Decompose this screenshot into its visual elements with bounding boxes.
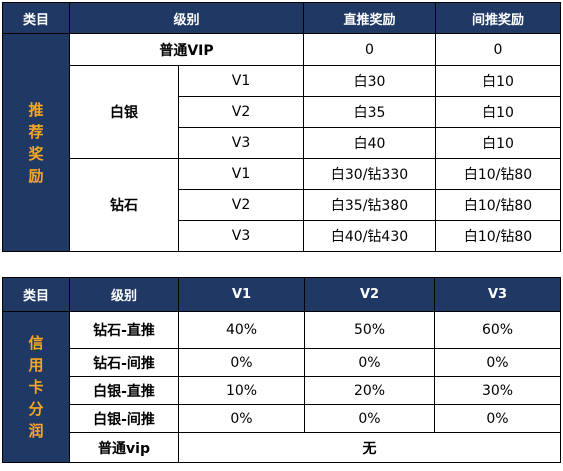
table-header-row: 类目 级别 V1 V2 V3	[2, 277, 561, 312]
direct-cell: 白40	[303, 127, 437, 159]
row-label: 钻石-直推	[69, 311, 179, 349]
table-row: 白银 V1 白30 白10	[3, 65, 562, 159]
header-level: 级别	[69, 277, 179, 312]
regular-vip-label: 普通VIP	[68, 33, 305, 66]
row-label: 普通vip	[69, 432, 179, 463]
level-cell: V2	[177, 189, 305, 221]
header-level: 级别	[68, 2, 305, 34]
credit-card-share-table: 类目 级别 V1 V2 V3 信 用 卡 分 润 钻石-直推 40% 50% 6…	[2, 277, 561, 463]
v3-cell: 60%	[434, 311, 561, 349]
v2-cell: 50%	[304, 311, 435, 349]
v2-cell: 20%	[304, 376, 435, 405]
v3-cell: 0%	[434, 404, 561, 433]
v2-cell: 0%	[304, 348, 435, 377]
table-row: V2 白35/钻380 白10/钻80	[3, 189, 562, 221]
indirect-cell: 白10	[435, 96, 562, 128]
header-category: 类目	[2, 2, 70, 34]
table-row: 白银-直推 10% 20% 30%	[3, 376, 561, 405]
indirect-cell: 白10/钻80	[435, 220, 562, 252]
direct-cell: 白30	[303, 65, 437, 97]
header-v3: V3	[434, 277, 561, 312]
header-indirect-reward: 间推奖励	[435, 2, 562, 34]
row-label: 白银-直推	[69, 376, 179, 405]
table-row: 普通vip 无	[3, 432, 561, 463]
level-cell: V3	[177, 127, 305, 159]
level-cell: V1	[177, 158, 305, 190]
table-row: 白银-间推 0% 0% 0%	[3, 404, 561, 433]
diamond-label: 钻石	[69, 158, 179, 252]
row-label: 白银-间推	[69, 404, 179, 433]
side-label-referral: 推 荐 奖 励	[2, 33, 70, 252]
regular-indirect: 0	[435, 33, 562, 66]
v3-cell: 0%	[434, 348, 561, 377]
direct-cell: 白35	[303, 96, 437, 128]
direct-cell: 白30/钻330	[303, 158, 437, 190]
table-header-row: 类目 级别 直推奖励 间推奖励	[2, 2, 562, 34]
side-label-credit-card: 信 用 卡 分 润	[2, 311, 70, 463]
referral-reward-table: 类目 级别 直推奖励 间推奖励 推 荐 奖 励 普通VIP 0 0 白银 V1 …	[2, 2, 562, 252]
regular-direct: 0	[303, 33, 437, 66]
table-row: V3 白40 白10	[3, 127, 562, 159]
header-v2: V2	[304, 277, 435, 312]
direct-cell: 白40/钻430	[303, 220, 437, 252]
table-row: V2 白35 白10	[3, 96, 562, 128]
v2-cell: 0%	[304, 404, 435, 433]
level-cell: V2	[177, 96, 305, 128]
v1-cell: 10%	[178, 376, 305, 405]
row-label: 钻石-间推	[69, 348, 179, 377]
v1-cell: 0%	[178, 348, 305, 377]
header-direct-reward: 直推奖励	[303, 2, 437, 34]
indirect-cell: 白10/钻80	[435, 189, 562, 221]
level-cell: V3	[177, 220, 305, 252]
v3-cell: 30%	[434, 376, 561, 405]
table-row: 钻石-间推 0% 0% 0%	[3, 348, 561, 377]
v1-cell: 40%	[178, 311, 305, 349]
table-row: V3 白40/钻430 白10/钻80	[3, 220, 562, 252]
table-row: 钻石 V1 白30/钻330 白10/钻80	[3, 158, 562, 252]
none-value: 无	[178, 432, 561, 463]
level-cell: V1	[177, 65, 305, 97]
table-row: 推 荐 奖 励 普通VIP 0 0	[2, 33, 562, 252]
header-category: 类目	[2, 277, 70, 312]
indirect-cell: 白10	[435, 65, 562, 97]
direct-cell: 白35/钻380	[303, 189, 437, 221]
silver-label: 白银	[69, 65, 179, 159]
v1-cell: 0%	[178, 404, 305, 433]
indirect-cell: 白10	[435, 127, 562, 159]
indirect-cell: 白10/钻80	[435, 158, 562, 190]
table-row: 信 用 卡 分 润 钻石-直推 40% 50% 60%	[2, 311, 561, 463]
header-v1: V1	[178, 277, 305, 312]
